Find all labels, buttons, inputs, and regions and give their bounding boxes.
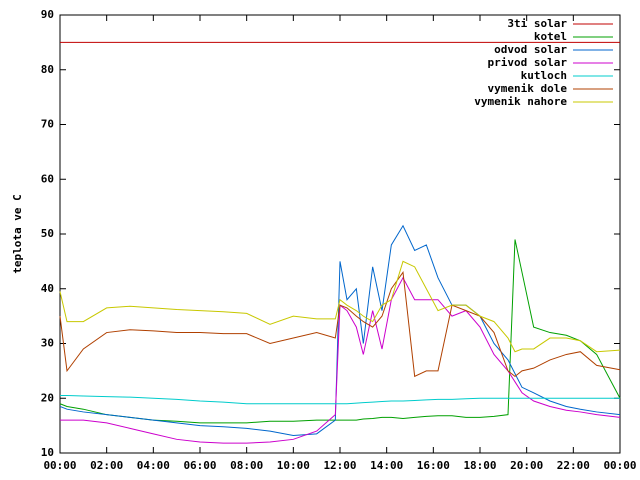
y-tick-label: 30 (41, 337, 54, 350)
y-tick-label: 10 (41, 446, 54, 459)
series-line (59, 239, 621, 424)
x-tick-label: 22:00 (557, 459, 590, 472)
series-line (60, 276, 621, 444)
x-tick-label: 04:00 (137, 459, 170, 472)
x-tick-label: 00:00 (43, 459, 76, 472)
y-tick-label: 80 (41, 63, 54, 76)
y-tick-label: 60 (41, 172, 54, 185)
y-tick-label: 40 (41, 282, 54, 295)
y-tick-label: 70 (41, 118, 54, 131)
y-axis-label: teplota ve C (11, 194, 24, 273)
legend-label: kutloch (521, 69, 567, 82)
legend-label: 3ti solar (507, 17, 567, 30)
x-tick-label: 16:00 (417, 459, 450, 472)
x-tick-label: 18:00 (463, 459, 496, 472)
x-tick-label: 02:00 (90, 459, 123, 472)
legend-label: vymenik dole (488, 82, 568, 95)
legend-label: kotel (534, 30, 567, 43)
x-tick-label: 12:00 (323, 459, 356, 472)
legend-label: odvod solar (494, 43, 567, 56)
x-tick-label: 06:00 (183, 459, 216, 472)
x-tick-label: 14:00 (370, 459, 403, 472)
y-tick-label: 90 (41, 8, 54, 21)
series-line (59, 224, 621, 436)
y-tick-label: 50 (41, 227, 54, 240)
series-line (60, 395, 620, 405)
legend-label: vymenik nahore (474, 95, 567, 108)
legend-label: privod solar (488, 56, 568, 69)
series-line (59, 270, 621, 378)
x-tick-label: 08:00 (230, 459, 263, 472)
x-tick-label: 10:00 (277, 459, 310, 472)
x-tick-label: 20:00 (510, 459, 543, 472)
y-tick-label: 20 (41, 391, 54, 404)
series-line (59, 260, 621, 353)
x-tick-label: 00:00 (603, 459, 636, 472)
